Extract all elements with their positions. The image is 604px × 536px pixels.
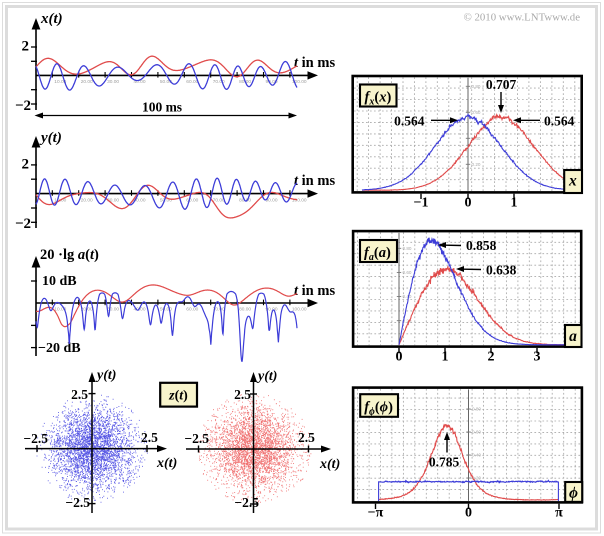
svg-text:x(t): x(t) — [156, 456, 177, 471]
svg-text:50.00: 50.00 — [160, 307, 172, 313]
svg-text:100.00: 100.00 — [292, 79, 307, 85]
svg-text:0.858: 0.858 — [466, 238, 497, 253]
svg-text:© 2010 www.LNTwww.de: © 2010 www.LNTwww.de — [464, 12, 581, 24]
svg-text:0.40: 0.40 — [472, 136, 481, 141]
svg-text:y(t): y(t) — [95, 368, 116, 383]
svg-text:20.00: 20.00 — [81, 79, 93, 85]
svg-text:x(t): x(t) — [40, 11, 63, 27]
svg-text:30.00: 30.00 — [107, 307, 119, 313]
svg-text:80.00: 80.00 — [239, 307, 251, 313]
svg-text:ϕ: ϕ — [569, 485, 578, 502]
svg-text:3: 3 — [534, 350, 541, 365]
svg-text:2: 2 — [22, 39, 30, 55]
svg-text:50.00: 50.00 — [160, 79, 172, 85]
svg-text:2: 2 — [22, 157, 30, 173]
svg-text:0.707: 0.707 — [486, 77, 517, 92]
svg-text:40.00: 40.00 — [134, 79, 146, 85]
svg-text:fϕ(ϕ): fϕ(ϕ) — [364, 399, 393, 417]
svg-text:90.00: 90.00 — [266, 79, 278, 85]
svg-text:y(t): y(t) — [39, 130, 62, 146]
svg-text:a: a — [569, 328, 577, 345]
svg-text:60.00: 60.00 — [186, 307, 198, 313]
svg-text:0: 0 — [465, 196, 472, 211]
svg-text:70.00: 70.00 — [213, 197, 225, 203]
svg-text:0.20: 0.20 — [472, 162, 481, 167]
svg-text:−20 dB: −20 dB — [38, 341, 81, 356]
svg-text:10 dB: 10 dB — [42, 274, 77, 289]
svg-text:x: x — [568, 173, 577, 190]
svg-text:−2.5: −2.5 — [184, 431, 209, 446]
svg-text:t in ms: t in ms — [294, 55, 335, 71]
svg-text:0.40: 0.40 — [403, 294, 412, 299]
svg-text:fa(a): fa(a) — [364, 245, 391, 263]
svg-text:0.638: 0.638 — [486, 263, 517, 278]
svg-text:70.00: 70.00 — [213, 79, 225, 85]
svg-text:100.00: 100.00 — [292, 197, 307, 203]
svg-text:30.00: 30.00 — [107, 197, 119, 203]
svg-text:0.80: 0.80 — [403, 246, 412, 251]
svg-text:π: π — [555, 506, 563, 521]
svg-text:100.00: 100.00 — [292, 307, 307, 313]
svg-text:40.00: 40.00 — [134, 307, 146, 313]
svg-text:100 ms: 100 ms — [142, 100, 182, 115]
svg-text:t in ms: t in ms — [294, 173, 335, 189]
svg-text:fx(x): fx(x) — [365, 90, 392, 108]
svg-text:60.00: 60.00 — [186, 197, 198, 203]
svg-text:0.785: 0.785 — [429, 455, 460, 470]
svg-text:60.00: 60.00 — [186, 79, 198, 85]
svg-text:50.00: 50.00 — [160, 197, 172, 203]
svg-text:0: 0 — [396, 350, 403, 365]
svg-text:−2.5: −2.5 — [23, 431, 48, 446]
svg-text:90.00: 90.00 — [266, 197, 278, 203]
svg-text:0: 0 — [465, 506, 472, 521]
svg-text:30.00: 30.00 — [107, 79, 119, 85]
svg-text:−2.5: −2.5 — [234, 495, 259, 510]
svg-text:0.564: 0.564 — [394, 114, 425, 129]
svg-text:20.00: 20.00 — [81, 197, 93, 203]
svg-text:90.00: 90.00 — [266, 307, 278, 313]
svg-text:y(t): y(t) — [256, 369, 277, 384]
svg-text:2.5: 2.5 — [141, 430, 158, 445]
svg-text:10.00: 10.00 — [54, 79, 66, 85]
svg-text:−π: −π — [368, 506, 384, 521]
svg-text:0.60: 0.60 — [403, 270, 412, 275]
svg-text:0.80: 0.80 — [472, 84, 481, 89]
svg-text:−2.5: −2.5 — [65, 495, 90, 510]
svg-text:2.5: 2.5 — [298, 430, 315, 445]
svg-text:0.20: 0.20 — [403, 318, 412, 323]
svg-text:1: 1 — [511, 196, 518, 211]
svg-text:40.00: 40.00 — [134, 197, 146, 203]
svg-text:z(t): z(t) — [168, 389, 188, 404]
svg-text:70.00: 70.00 — [213, 307, 225, 313]
svg-text:0.80: 0.80 — [472, 407, 481, 412]
svg-text:0.20: 0.20 — [472, 476, 481, 481]
svg-text:20 ·lg a(t): 20 ·lg a(t) — [40, 247, 99, 263]
svg-text:2: 2 — [488, 350, 495, 365]
svg-text:0.60: 0.60 — [472, 430, 481, 435]
svg-text:−1: −1 — [414, 196, 429, 211]
svg-text:0.40: 0.40 — [472, 453, 481, 458]
svg-text:2.5: 2.5 — [71, 387, 88, 402]
svg-text:t in ms: t in ms — [294, 283, 335, 299]
svg-text:x(t): x(t) — [319, 457, 340, 472]
svg-text:0.564: 0.564 — [544, 114, 575, 129]
svg-text:−2: −2 — [15, 98, 31, 114]
svg-text:1: 1 — [442, 350, 449, 365]
svg-text:0.60: 0.60 — [472, 110, 481, 115]
svg-text:10.00: 10.00 — [54, 307, 66, 313]
svg-text:−2: −2 — [15, 216, 31, 232]
svg-text:2.5: 2.5 — [234, 387, 251, 402]
